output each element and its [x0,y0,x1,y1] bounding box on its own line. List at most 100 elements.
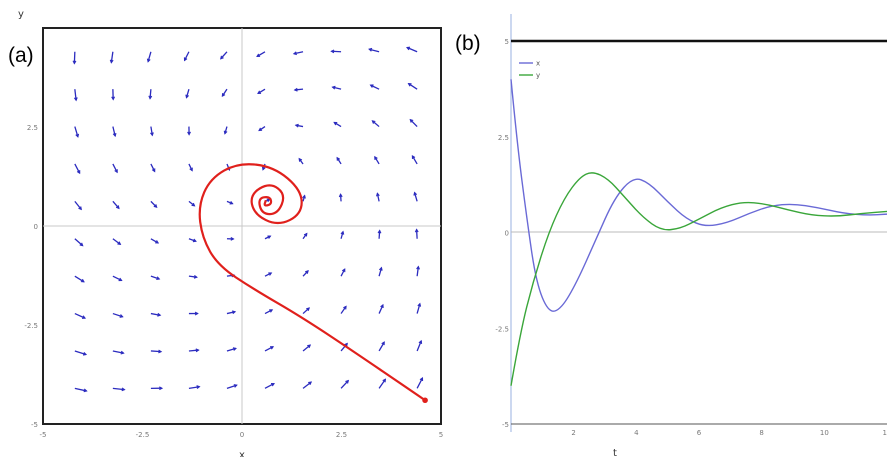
vector-arrowhead [330,49,335,54]
vector-arrowhead [303,232,308,237]
vector-arrow [112,387,125,391]
vector-arrowhead [298,157,303,162]
vector-arrowhead [191,202,196,207]
vector-arrowhead [376,192,380,197]
panel-a-vector-field [72,46,424,393]
vector-arrowhead [156,276,161,281]
vector-arrow [256,51,266,58]
vector-arrow [150,312,161,316]
panel-a-x-tick-label: 0 [240,431,244,439]
vector-arrowhead [79,242,84,247]
vector-arrowhead [419,376,424,382]
vector-arrowhead [308,381,313,386]
vector-arrow [185,88,190,98]
panel-b-y-tick-label: 2.5 [498,134,509,142]
vector-arrowhead [229,201,234,205]
panel-b-x-tick-label: 2 [571,429,575,437]
vector-arrow [220,51,228,60]
vector-arrowhead [340,230,345,235]
panel-b-x-tick-label: 10 [820,429,829,437]
vector-arrow [408,83,418,90]
vector-arrow [74,126,79,137]
panel-b-label: (b) [455,32,481,55]
vector-arrow [150,200,158,208]
vector-arrowhead [416,265,420,270]
vector-arrow [150,350,162,353]
vector-arrowhead [83,388,88,393]
panel-a-y-axis-label: y [18,9,24,20]
vector-arrowhead [336,156,341,161]
vector-arrow [110,51,114,63]
vector-arrowhead [155,240,160,244]
vector-arrowhead [292,51,297,56]
vector-arrowhead [377,229,382,234]
vector-arrowhead [223,130,228,135]
panel-a-trajectory [198,163,426,402]
vector-arrowhead [418,339,423,344]
vector-arrow [302,344,311,352]
vector-arrow [226,311,236,315]
vector-arrowhead [411,154,416,159]
vector-arrow [333,121,342,128]
panel-b-x-tick-label: 6 [697,429,702,437]
vector-arrow [370,84,380,90]
vector-arrow [415,229,418,239]
vector-arrowhead [344,342,348,347]
panel-a-y-tick-label: 0 [34,223,38,231]
vector-arrow [371,120,380,128]
panel-a: (a) y x -5 -2.5 0 2.5 5 -5 -2.5 0 2.5 [8,9,443,457]
vector-arrowhead [194,311,199,316]
vector-arrow [264,272,272,277]
vector-arrow [221,88,228,97]
vector-arrow [264,309,273,315]
vector-arrow [340,343,348,352]
vector-arrowhead [115,205,120,210]
vector-arrow [74,89,77,101]
vector-arrow [112,350,124,354]
vector-arrowhead [153,204,158,208]
vector-arrow [264,346,274,352]
vector-arrowhead [109,59,114,64]
vector-arrowhead [269,309,274,313]
vector-arrowhead [232,347,237,351]
vector-arrowhead [151,168,156,173]
panel-a-x-tick-label: 2.5 [336,431,347,439]
vector-arrow [409,119,418,128]
vector-arrowhead [261,166,266,171]
vector-arrowhead [75,133,80,138]
panel-a-x-tick-label: -5 [40,431,47,439]
vector-arrow [150,238,159,244]
vector-arrowhead [371,120,376,124]
vector-arrow [336,157,342,165]
vector-arrowhead [230,236,235,241]
vector-arrowhead [302,194,306,199]
vector-arrow [226,347,237,352]
vector-arrowhead [293,87,298,92]
vector-arrowhead [120,350,125,355]
vector-arrow [74,350,87,356]
vector-arrowhead [112,132,117,138]
vector-arrow [112,275,122,282]
vector-arrowhead [146,58,151,63]
panel-a-x-axis-label: x [239,450,245,457]
panel-a-ticks: -5 -2.5 0 2.5 5 -5 -2.5 0 2.5 [24,124,443,439]
vector-arrowhead [270,346,275,350]
panel-b-y-tick-label: -5 [502,421,509,429]
panel-b-ticks: 2 4 6 8 10 12 5 2.5 0 -2.5 -5 [495,38,887,437]
vector-arrowhead [73,97,78,102]
vector-arrowhead [374,155,378,160]
panel-a-zero-lines [43,28,441,424]
vector-arrow [376,193,380,202]
vector-arrowhead [407,82,412,87]
vector-arrowhead [195,348,200,353]
vector-arrowhead [343,305,347,310]
panel-b-series [510,79,887,386]
vector-arrow [264,383,275,389]
vector-arrow [302,270,309,277]
series-line-x [510,79,887,312]
vector-arrowhead [150,132,154,137]
panel-b-x-tick-label: 8 [759,429,763,437]
vector-arrow [258,126,266,132]
vector-arrow [188,349,199,352]
panel-b-y-tick-label: 5 [505,38,509,46]
